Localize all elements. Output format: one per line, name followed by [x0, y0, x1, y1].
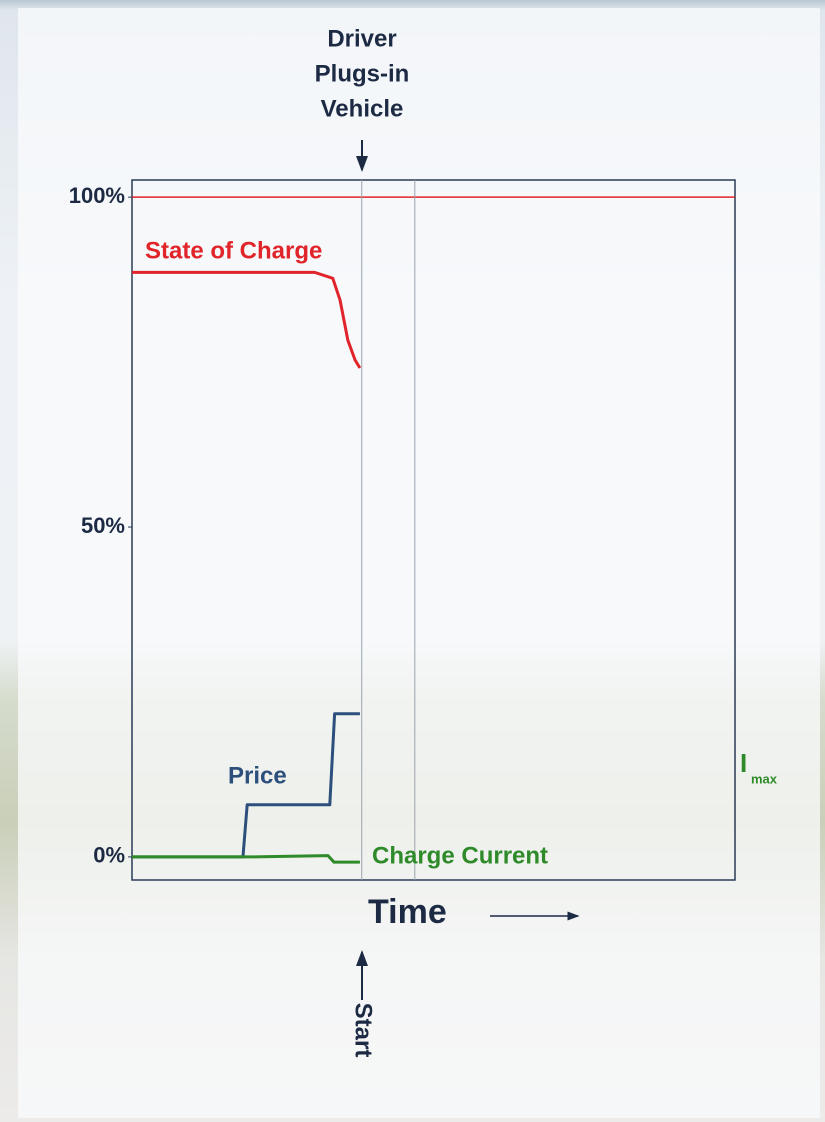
series-line [132, 856, 360, 863]
y-tick-label: 0% [93, 843, 125, 868]
series-line [132, 272, 360, 368]
annotation: Plugs-in [315, 60, 410, 87]
series-label: Price [228, 762, 287, 789]
annotation: Start [350, 1003, 377, 1058]
series-label: State of Charge [145, 237, 322, 264]
annotation: Vehicle [321, 95, 404, 122]
page: Driver Plugs-in Vehicle Time Start I max… [0, 0, 825, 1122]
series-label: Charge Current [372, 842, 548, 869]
x-axis-label: Time [368, 893, 447, 931]
y-tick-label: 100% [69, 183, 125, 208]
annotation: Driver [327, 25, 396, 52]
annotation: max [751, 771, 778, 786]
y-tick-label: 50% [81, 513, 125, 538]
chart: Driver Plugs-in Vehicle Time Start I max… [0, 0, 825, 1122]
annotation: I [740, 748, 747, 778]
plot-frame [132, 180, 735, 880]
